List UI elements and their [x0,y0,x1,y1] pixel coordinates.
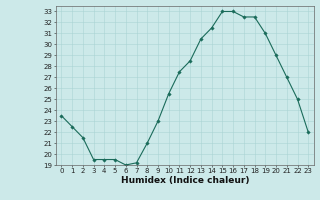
X-axis label: Humidex (Indice chaleur): Humidex (Indice chaleur) [121,176,249,185]
